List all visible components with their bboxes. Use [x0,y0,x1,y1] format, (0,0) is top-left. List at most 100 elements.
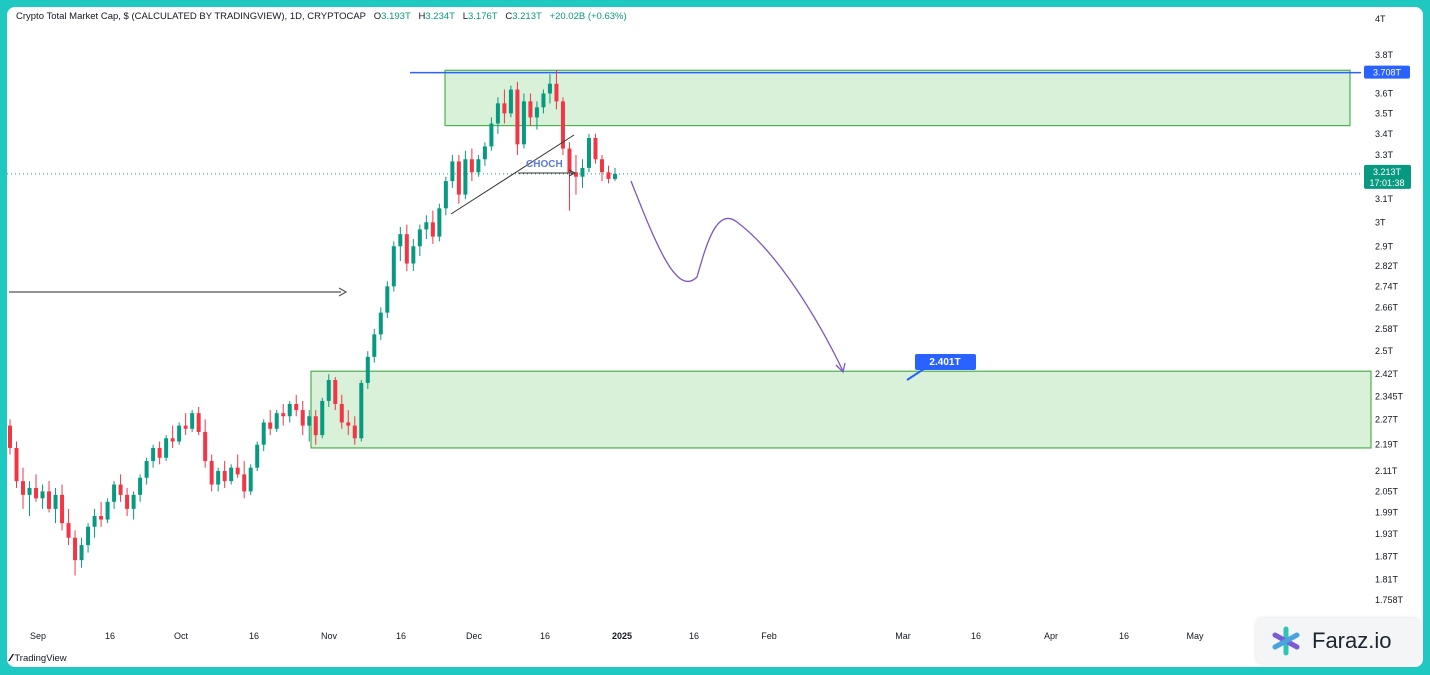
candle-body [281,413,286,417]
candle [437,203,442,242]
y-tick-label: 3.4T [1375,129,1394,139]
candle-body [248,467,253,492]
candle [515,81,520,155]
y-tick-label: 4T [1375,14,1386,24]
tradingview-label: TradingView [14,653,67,664]
candle-body [495,103,500,124]
candle-body [430,222,435,237]
candle [567,142,572,211]
candle-body [469,159,474,173]
faraz-watermark: Faraz.io [1256,618,1420,664]
candle [229,464,234,485]
candle-body [515,89,520,145]
x-tick-label: 16 [971,631,981,641]
candle-body [99,515,104,520]
tradingview-brand[interactable]: ⁄⁄ TradingView [10,653,67,664]
choch-label: CHOCH [526,159,563,170]
x-tick-label: Apr [1044,631,1058,641]
y-tick-label: 3.6T [1375,88,1394,98]
candle-body [183,425,188,429]
candle-body [40,491,45,499]
candle-body [411,246,416,264]
candle [34,474,39,502]
y-tick-label: 2.74T [1375,281,1399,291]
candle-body [190,413,195,429]
candle [469,148,474,182]
candle-body [8,425,12,448]
candle-body [534,107,539,118]
candle [242,461,247,499]
faraz-logo-icon [1272,626,1300,656]
candle [508,85,513,118]
candle [593,133,598,164]
candle-body [606,172,611,179]
candle-body [125,494,130,509]
candle [216,467,221,492]
candle-body [229,467,234,482]
candle-body [261,422,266,445]
x-tick-label: Feb [761,631,777,641]
y-tick-label: 2.42T [1375,369,1399,379]
candle-body [508,89,513,114]
candle [209,454,214,492]
candle-body [476,159,481,173]
candle-body [456,161,461,195]
candle-body [274,413,279,429]
y-tick-label: 1.81T [1375,574,1399,584]
y-tick-label: 2.27T [1375,414,1399,424]
candle [385,281,390,319]
candle-body [613,173,617,179]
candle-body [170,438,175,442]
y-tick-label: 2.345T [1375,391,1404,401]
candle [105,498,110,524]
candle-body [352,425,357,439]
candle-body [365,356,370,383]
candle [398,227,403,262]
candle [125,487,130,516]
candle [528,93,533,126]
candle [151,444,156,468]
candle-body [164,438,169,458]
x-tick-label: Nov [321,631,338,641]
candle [274,410,279,432]
candle-body [73,537,78,561]
candle [281,403,286,426]
candle [196,407,201,436]
candle [606,165,611,184]
candle [411,238,416,272]
candle-body [53,494,58,509]
candle [502,89,507,124]
candle-body [528,101,533,118]
candle-body [580,167,585,177]
candle [456,154,461,204]
candle [346,410,351,436]
candle-body [502,103,507,114]
candle-body [359,382,364,439]
candle [86,523,91,553]
candle [79,537,84,568]
candle-body [320,400,325,436]
candle [164,435,169,462]
candle [521,93,526,149]
target-label: 2.401T [929,357,960,368]
candle [534,101,539,130]
x-tick-label: Oct [174,631,189,641]
candle-body [196,413,201,432]
x-tick-label: 2025 [612,631,632,641]
candle-body [14,447,19,482]
candle [613,167,617,182]
candle [333,377,338,411]
y-tick-label: 2.05T [1375,486,1399,496]
candle [391,241,396,292]
price-chart[interactable]: 4T 3.8T 3.6T 3.5T 3.4T 3.3T 3.1T 3T 2.9T 2.82T 2.7… [7,7,1423,667]
y-tick-label: 2.58T [1375,324,1399,334]
candle-body [118,484,123,495]
y-tick-label: 3.8T [1375,50,1394,60]
candle-body [131,494,136,509]
candle-body [599,159,604,173]
x-tick-label: Mar [895,631,911,641]
trend-line [450,134,575,215]
candle [248,464,253,495]
candle-body [450,161,455,182]
y-tick-label: 3.5T [1375,108,1394,118]
